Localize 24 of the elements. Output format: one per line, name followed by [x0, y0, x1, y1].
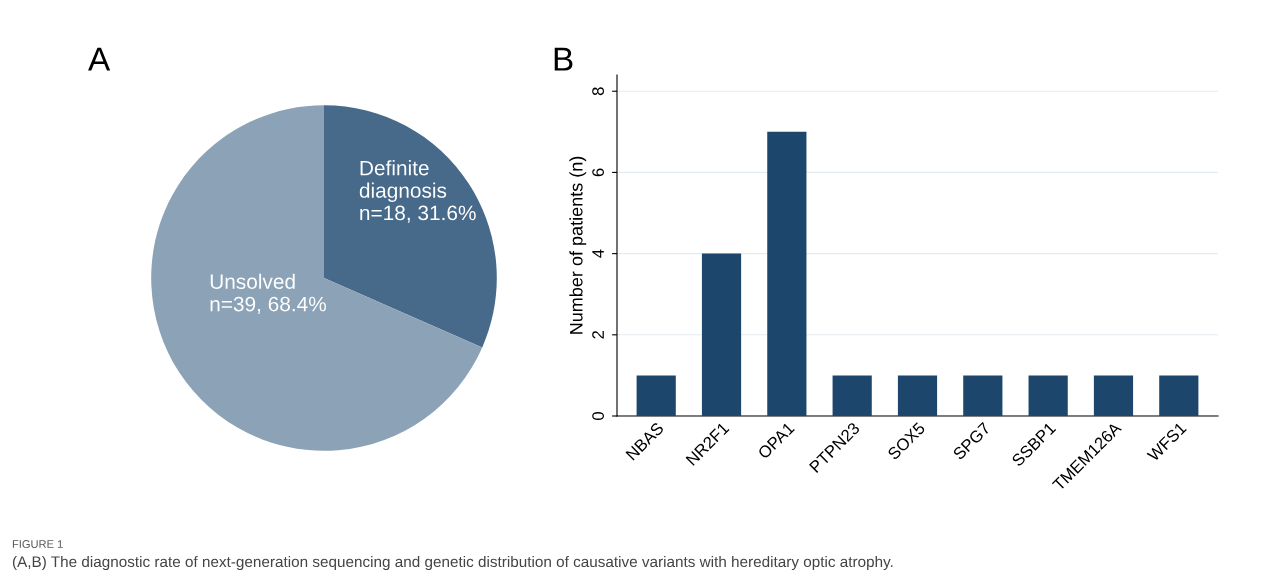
chart-title: A	[88, 47, 111, 71]
y-axis-title: Number of patients (n)	[569, 156, 587, 334]
bar	[1159, 375, 1199, 416]
pie-slice	[324, 105, 497, 348]
data-label: n=39, 68.4%	[210, 296, 327, 314]
caption: FIGURE 1	[12, 540, 63, 548]
y-tick-label: 0	[592, 412, 604, 420]
y-tick-label: 8	[592, 87, 604, 96]
slice-label: Unsolved	[210, 273, 295, 289]
bar	[767, 131, 807, 416]
bar	[963, 375, 1003, 416]
y-tick-label: 4	[592, 249, 604, 258]
pie-slice	[151, 105, 483, 451]
bar	[1093, 375, 1134, 416]
bar	[636, 375, 676, 416]
y-tick-label: 2	[592, 331, 604, 339]
chart-title: B	[554, 47, 573, 71]
bar	[832, 375, 872, 416]
bar	[1028, 375, 1068, 416]
bar	[701, 253, 742, 416]
text: (A,B) The diagnostic rate of next-generation sequencing and genetic distribution of causative variants with hereditary optic atrophy.	[12, 555, 893, 571]
bar	[897, 375, 938, 416]
data-label: n=18, 31.6%	[360, 205, 476, 223]
y-tick-label: 6	[592, 168, 604, 177]
